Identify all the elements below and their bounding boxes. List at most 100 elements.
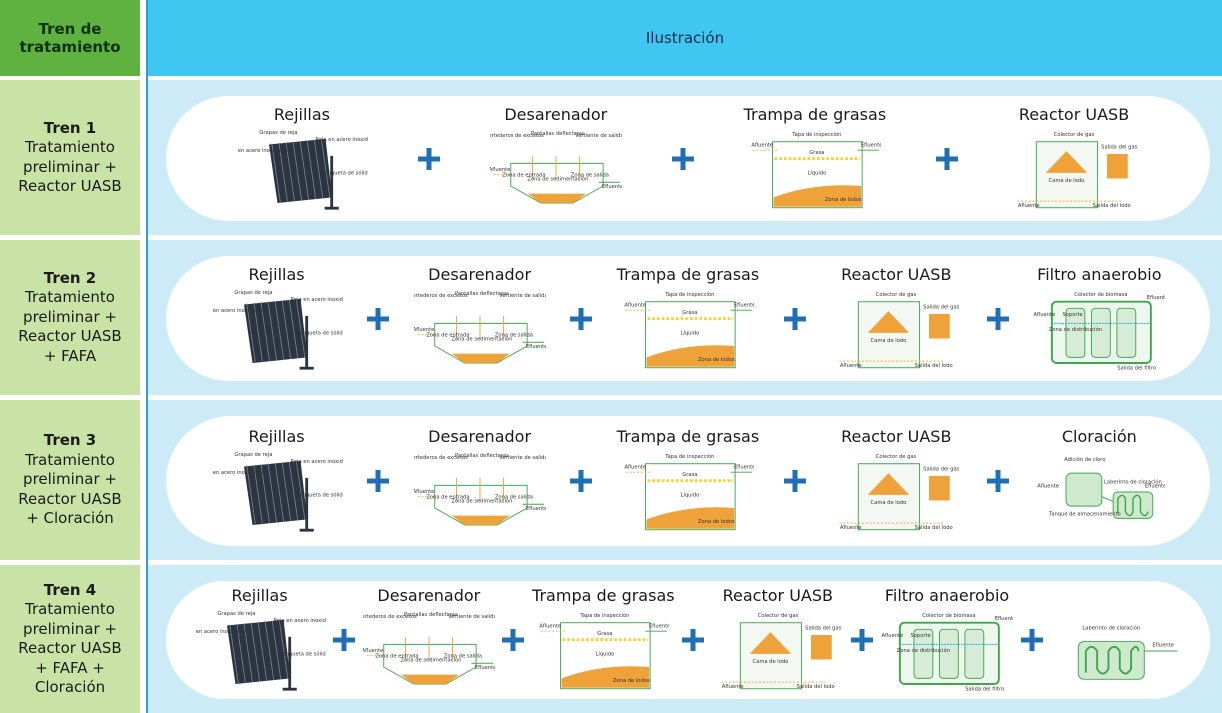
wave (1085, 645, 1140, 675)
step-illustration: Colector de gas Salida del gas Cama de lod… (721, 613, 841, 690)
plus-v (680, 147, 686, 170)
plus-v (578, 307, 584, 330)
base (299, 366, 314, 370)
process-step: Laberinto de cloración Efluente (1050, 586, 1182, 694)
illustration-label: Efluente (525, 506, 545, 512)
illustration-label: Salida del gas (1101, 144, 1137, 150)
plus-v (375, 307, 381, 330)
plus-v (995, 470, 1001, 492)
illustration-label: Efluente (734, 302, 754, 308)
illustration-label: Salida del gas (923, 466, 959, 472)
bar-line (271, 620, 281, 680)
illustration-label: Tapa de inspección (580, 612, 630, 619)
illustration-label: Zona de entrada (426, 495, 469, 501)
step-title: Trampa de grasas (743, 104, 887, 124)
bar-line (295, 298, 305, 358)
illustration-label: Afluente (1018, 202, 1040, 208)
bar-line (228, 624, 239, 684)
illustration-label: Cama de lodo (871, 500, 907, 506)
post (330, 155, 334, 208)
process-step: Reactor UASB Colector de gas Salida del ga… (830, 265, 962, 373)
row-description: Tratamiento preliminar + Reactor UASB + … (18, 288, 122, 365)
illustration-label: Vertiente de salida (448, 614, 495, 620)
illustration-label: Tapa de inspección (791, 131, 841, 138)
plus-sign (1020, 629, 1043, 651)
gas-box (929, 475, 951, 501)
illustration-label: Zona de salida (571, 172, 609, 178)
illustration-label: Grasa (682, 472, 697, 478)
illustration-label: Laberinto de cloración (1083, 624, 1141, 631)
process-step: Desarenador Vertederos de excesos Pantalla… (414, 265, 546, 373)
column (964, 628, 985, 679)
process-step: Filtro anaerobio Colector de biomasa Aflue… (1033, 265, 1166, 373)
illustration-label: Grapas de reja (234, 290, 272, 296)
illustration-label: Zona de sedimentación (451, 497, 512, 504)
step-title: Desarenador (428, 427, 532, 446)
plus-sign (417, 147, 440, 170)
column (939, 628, 959, 679)
base (282, 687, 297, 691)
illustration-label: Pantallas deflectoras (531, 131, 585, 137)
plus-v (995, 307, 1001, 330)
tank (510, 162, 604, 203)
row-name: Tren 4 (43, 580, 97, 599)
tank (771, 140, 863, 208)
tank (560, 622, 651, 690)
process-step: Rejillas Grapas de reja Reja en acero inox… (236, 105, 368, 213)
plus-sign (783, 470, 806, 492)
step-illustration: Colector de gas Salida del gas Cama de lod… (1017, 132, 1138, 208)
row-name: Tren 2 (43, 268, 97, 287)
bar-line (320, 138, 331, 198)
illustration-label: Afluente (1038, 483, 1060, 489)
step-title: Reactor UASB (841, 427, 952, 446)
illustration-label: Grasa (682, 309, 697, 315)
base (299, 528, 314, 532)
process-step: Reactor UASB Colector de gas Salida del ga… (1008, 105, 1140, 213)
bar-line (236, 623, 246, 683)
illustration-label: Vertederos de excesos (414, 293, 468, 299)
sand (527, 193, 586, 203)
illustration-label: Soporte (1063, 311, 1083, 317)
illustration-cell: Rejillas Grapas de reja Reja en acero inox… (148, 565, 1222, 713)
plus-sign (936, 147, 959, 170)
step-title: Rejillas (248, 427, 305, 446)
row-label: Tren 3 Tratamiento preliminar + Reactor U… (0, 400, 140, 560)
gas-box (929, 313, 951, 338)
plus-v (578, 470, 584, 492)
process-step: Desarenador Vertederos de excesos Pantalla… (414, 427, 546, 535)
illustration-label: Cama de lodo (1049, 178, 1085, 184)
bar-line (252, 302, 263, 361)
illustration-label: Grapas de reja (259, 130, 297, 136)
process-pill: Rejillas Grapas de reja Reja en acero inox… (166, 256, 1210, 381)
bar-line (299, 140, 309, 199)
sand (451, 353, 510, 363)
step-title: Cloración (1061, 427, 1137, 446)
illustration-label: Reja en acero inoxidable (211, 308, 263, 314)
illustration-label: Afluente (540, 623, 562, 629)
illustration-label: Colector de biomasa (922, 613, 975, 619)
process-step: Desarenador Vertederos de excesos Pantalla… (490, 105, 622, 213)
illustration-label: Efluente (1145, 483, 1165, 489)
plus-v (859, 629, 865, 651)
row-description: Tratamiento preliminar + Reactor UASB + … (18, 450, 122, 528)
illustration-label: Zona de distribución (1049, 325, 1102, 332)
illustration-label: Afluente (363, 648, 383, 654)
row-label: Tren 4 Tratamiento preliminar + Reactor U… (0, 565, 140, 713)
bar-line (313, 139, 324, 198)
step-title: Trampa de grasas (532, 586, 675, 605)
illustration-label: Salida del lodo (915, 362, 953, 368)
illustration-label: Salida del lodo (797, 684, 835, 690)
link (1101, 496, 1114, 502)
reactor (1035, 140, 1099, 208)
illustration-label: Zona de lodos (613, 678, 650, 684)
illustration-label: Efluente (602, 183, 622, 189)
illustration-label: Banqueta de sólidos (321, 169, 368, 176)
illustration-label: Zona de entrada (375, 654, 418, 660)
tank (383, 643, 477, 685)
step-title: Filtro anaerobio (884, 586, 1010, 605)
illustration-label: Zona de lodos (698, 519, 735, 525)
illustration-label: Reja en acero inoxidable (236, 148, 288, 154)
